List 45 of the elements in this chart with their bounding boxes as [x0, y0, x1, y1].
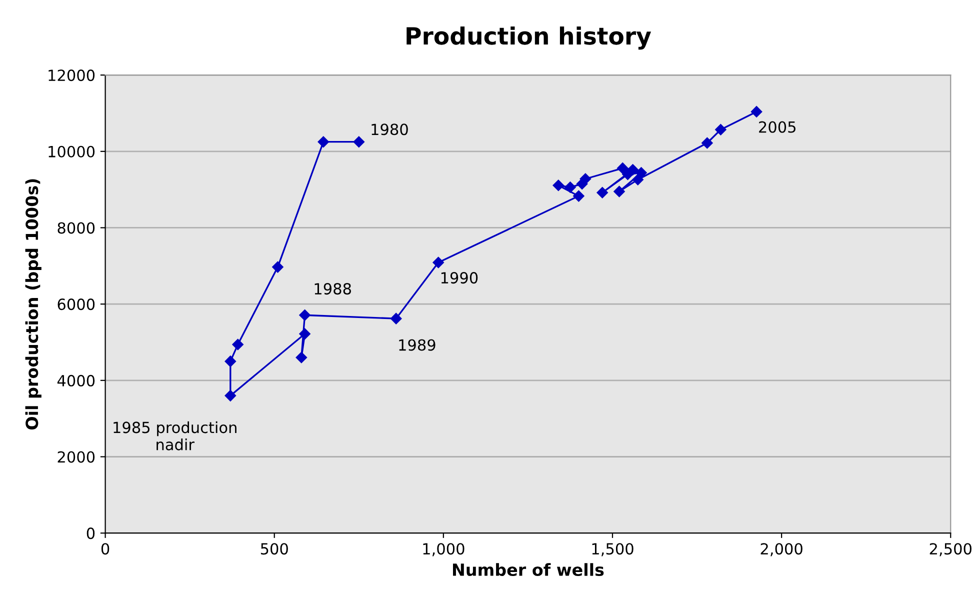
point: [596, 187, 608, 198]
x-tick-label: 1,000: [423, 543, 464, 556]
point: [318, 136, 329, 148]
annotation: 1990: [441, 272, 478, 284]
point: [432, 256, 444, 268]
annotation: 1988: [314, 283, 351, 295]
point: [272, 261, 284, 273]
point: [580, 173, 592, 184]
point: [632, 174, 644, 186]
point: [224, 390, 236, 402]
point: [299, 328, 310, 340]
point: [299, 310, 310, 321]
point: [353, 136, 365, 148]
y-tick-label: 8000: [58, 222, 95, 234]
annotation: 1980: [372, 124, 408, 136]
point: [750, 106, 762, 118]
x-tick-label: 500: [260, 543, 288, 555]
y-tick-label: 2000: [58, 451, 95, 463]
annotation: 1985 production nadir: [114, 421, 236, 450]
point: [232, 338, 244, 350]
y-axis-title: Oil production (bpd 1000s): [25, 179, 42, 430]
point: [614, 186, 625, 198]
point: [573, 190, 584, 202]
point: [617, 162, 628, 174]
point: [564, 182, 576, 193]
annotation: 1989: [399, 339, 436, 351]
x-axis-title: Number of wells: [453, 563, 604, 576]
y-tick-label: 4000: [57, 374, 95, 386]
y-tick-label: 6000: [58, 298, 95, 310]
point: [552, 180, 564, 191]
y-tick-label: 0: [86, 528, 95, 540]
point: [715, 124, 726, 136]
annotation: 2005: [759, 121, 796, 133]
x-tick-label: 0: [101, 543, 110, 555]
x-tick-label: 1,500: [592, 543, 634, 556]
point: [296, 352, 308, 364]
x-tick-label: 2,500: [930, 543, 972, 556]
point: [702, 137, 713, 149]
y-tick-label: 10000: [48, 146, 95, 158]
chart-title: Production history: [406, 26, 652, 50]
x-tick-label: 2,000: [760, 543, 802, 556]
y-tick-label: 12000: [48, 70, 95, 82]
point: [224, 356, 236, 367]
point: [390, 312, 402, 324]
point: [622, 168, 634, 180]
